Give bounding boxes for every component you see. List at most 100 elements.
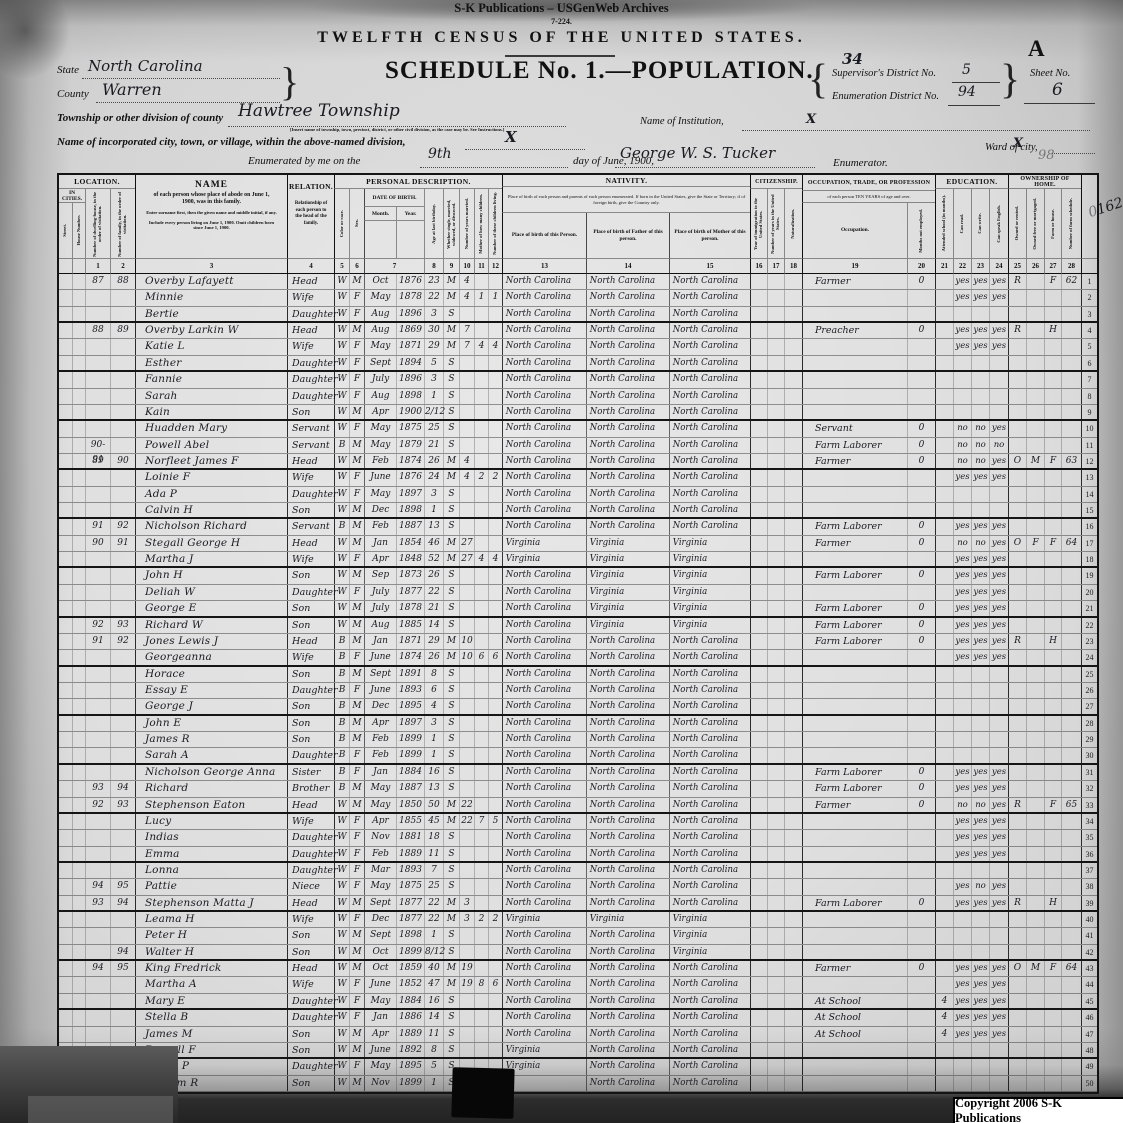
cell — [110, 666, 135, 682]
cell — [750, 584, 767, 601]
cell: W — [334, 813, 349, 830]
cell — [750, 339, 767, 355]
cell — [1026, 306, 1044, 322]
cell — [59, 716, 72, 731]
cell: F — [349, 912, 364, 928]
cell: June — [364, 1042, 396, 1058]
cell — [907, 993, 935, 1009]
cell — [1044, 650, 1061, 665]
cell: Daughter — [287, 830, 338, 846]
cell: 25 — [1081, 666, 1097, 682]
institution-value: X — [806, 112, 817, 127]
column-number: 18 — [784, 259, 802, 274]
cell — [72, 683, 85, 699]
cell — [488, 781, 502, 797]
cell — [1026, 339, 1044, 355]
cell — [989, 862, 1008, 879]
cell — [907, 748, 935, 763]
cell — [1061, 879, 1081, 895]
cell: M — [349, 633, 364, 650]
cell: Overby Lafayett — [135, 274, 287, 290]
cell: July — [364, 584, 396, 601]
cell: 8 — [424, 1042, 443, 1058]
sheet-line — [1024, 102, 1095, 104]
cell — [953, 355, 971, 371]
cell: 30 — [1081, 748, 1097, 763]
cell — [1008, 404, 1026, 420]
cell — [474, 748, 488, 763]
cell: yes — [971, 617, 989, 633]
cell: North Carolina — [586, 437, 665, 453]
cell: 3 — [459, 912, 474, 928]
cell: North Carolina — [586, 797, 665, 812]
cell: Aug — [364, 617, 396, 633]
cell: H — [1044, 323, 1061, 339]
cell — [1008, 519, 1026, 535]
cell — [907, 846, 935, 861]
cell — [110, 290, 135, 306]
cell: Martha J — [135, 552, 287, 567]
header-cell — [1081, 175, 1097, 259]
cell: Daughter — [287, 355, 338, 371]
cell: North Carolina — [502, 732, 582, 748]
cell: Apr — [364, 552, 396, 567]
cell: North Carolina — [586, 453, 665, 469]
cell: North Carolina — [669, 650, 746, 665]
cell: North Carolina — [502, 421, 582, 437]
cell — [110, 584, 135, 601]
cell — [1026, 846, 1044, 861]
supervisor-label: Supervisor's District No. — [832, 68, 937, 79]
cell: 95 — [110, 879, 135, 895]
cell: 13 — [424, 519, 443, 535]
cell — [1061, 519, 1081, 535]
cell: Fannie — [135, 372, 287, 388]
cell — [1008, 503, 1026, 518]
cell: 1879 — [396, 437, 424, 453]
cell: 1854 — [396, 535, 424, 552]
ink-blot — [451, 1067, 515, 1119]
cell — [474, 404, 488, 420]
cell: Feb — [364, 748, 396, 763]
cell: 89 — [110, 323, 135, 339]
cell — [474, 388, 488, 404]
cell — [110, 568, 135, 584]
cell — [59, 405, 72, 419]
cell — [1026, 388, 1044, 404]
header-cell: Place of birth of Father of this person. — [586, 213, 669, 259]
cell: Farm Laborer — [802, 764, 907, 781]
header-cell: LOCATION. — [59, 175, 135, 189]
cell: June — [364, 470, 396, 486]
cell: 9 — [1081, 404, 1097, 420]
cell: North Carolina — [669, 748, 746, 763]
cell — [488, 584, 502, 601]
cell — [488, 732, 502, 748]
cell: M — [349, 895, 364, 911]
cell: yes — [971, 552, 989, 567]
cell: F — [349, 846, 364, 861]
county-label: County — [57, 88, 89, 100]
cell: North Carolina — [586, 781, 665, 797]
cell: North Carolina — [669, 1026, 746, 1042]
cell: yes — [971, 961, 989, 977]
cell — [72, 993, 85, 1009]
cell: M — [1026, 453, 1044, 469]
cell: 3 — [424, 486, 443, 503]
cell — [1008, 339, 1026, 355]
cell: F — [349, 355, 364, 371]
cell — [750, 683, 767, 699]
cell — [750, 388, 767, 404]
cell — [1008, 993, 1026, 1009]
cell: 19 — [1081, 568, 1097, 584]
cell: S — [443, 1059, 459, 1075]
cell — [784, 584, 802, 601]
cell: Son — [287, 404, 334, 420]
cell — [72, 862, 85, 879]
cell: 14 — [1081, 486, 1097, 503]
cell: Jones Lewis J — [135, 633, 287, 650]
cell — [474, 895, 488, 911]
cell — [971, 928, 989, 944]
cell — [907, 732, 935, 748]
cell — [1044, 421, 1061, 437]
cell — [989, 404, 1008, 420]
county-line — [96, 101, 280, 103]
